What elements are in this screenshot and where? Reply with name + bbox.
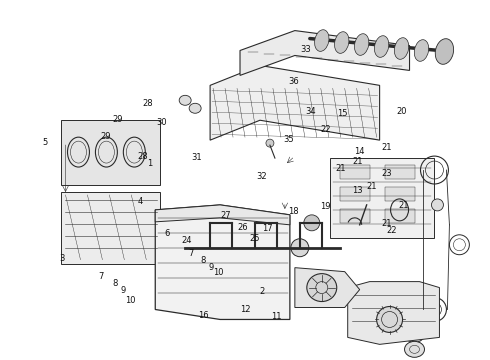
Bar [340,187,369,201]
Ellipse shape [415,40,429,61]
Text: 24: 24 [181,237,192,246]
Text: 16: 16 [198,311,209,320]
Text: 7: 7 [189,249,194,258]
Text: 15: 15 [338,109,348,118]
Text: 7: 7 [98,272,103,281]
Text: 12: 12 [240,305,250,314]
Bar [61,192,160,264]
Text: 19: 19 [320,202,331,211]
Text: 25: 25 [249,234,260,243]
Text: 28: 28 [137,152,147,161]
Text: 36: 36 [289,77,299,86]
Text: 23: 23 [381,170,392,179]
Text: 34: 34 [306,107,316,116]
Bar [385,209,415,223]
Text: 29: 29 [100,132,111,141]
Ellipse shape [374,36,389,57]
Ellipse shape [354,34,369,55]
Bar [385,165,415,179]
Text: 26: 26 [237,223,248,232]
Text: 9: 9 [208,263,214,272]
Bar [340,165,369,179]
Text: 21: 21 [367,181,377,190]
Text: 35: 35 [284,135,294,144]
Ellipse shape [405,341,424,357]
Text: 5: 5 [42,138,48,147]
Text: 4: 4 [137,197,143,206]
Text: 28: 28 [142,99,152,108]
Polygon shape [348,282,440,345]
Ellipse shape [266,139,274,147]
Bar [340,209,369,223]
Ellipse shape [201,239,219,257]
Text: 22: 22 [320,125,331,134]
Bar [330,158,435,238]
Ellipse shape [304,215,320,231]
Ellipse shape [246,239,264,257]
Text: 18: 18 [289,207,299,216]
Text: 21: 21 [352,157,363,166]
Ellipse shape [435,39,454,64]
Text: 30: 30 [157,118,167,127]
Text: 21: 21 [398,201,409,210]
Bar [385,187,415,201]
Ellipse shape [189,103,201,113]
Bar [61,120,160,185]
Polygon shape [210,66,380,140]
Polygon shape [240,31,410,75]
Text: 3: 3 [59,255,65,264]
Text: 13: 13 [352,186,363,195]
Text: 6: 6 [164,229,170,238]
Text: 20: 20 [396,107,407,116]
Text: 10: 10 [213,268,223,277]
Ellipse shape [335,32,349,53]
Ellipse shape [315,30,329,51]
Text: 21: 21 [381,143,392,152]
Text: 8: 8 [113,279,118,288]
Text: 14: 14 [355,147,365,156]
Polygon shape [155,205,290,319]
Text: 10: 10 [125,296,135,305]
Text: 21: 21 [381,219,392,228]
Text: 32: 32 [257,172,268,181]
Text: 1: 1 [147,159,152,168]
Text: 8: 8 [201,256,206,265]
Ellipse shape [307,274,337,302]
Ellipse shape [214,215,230,231]
Text: 21: 21 [335,164,345,173]
Ellipse shape [179,95,191,105]
Ellipse shape [432,199,443,211]
Text: 11: 11 [271,312,282,321]
Text: 27: 27 [220,211,231,220]
Text: 2: 2 [260,287,265,296]
Text: 29: 29 [113,115,123,124]
Polygon shape [155,205,290,225]
Text: 17: 17 [262,224,272,233]
Ellipse shape [377,306,403,332]
Ellipse shape [405,327,424,342]
Ellipse shape [291,239,309,257]
Text: 22: 22 [386,226,397,235]
Text: 33: 33 [301,45,312,54]
Text: 31: 31 [191,153,201,162]
Polygon shape [295,268,360,307]
Ellipse shape [394,38,409,59]
Ellipse shape [259,215,275,231]
Text: 9: 9 [120,286,125,295]
